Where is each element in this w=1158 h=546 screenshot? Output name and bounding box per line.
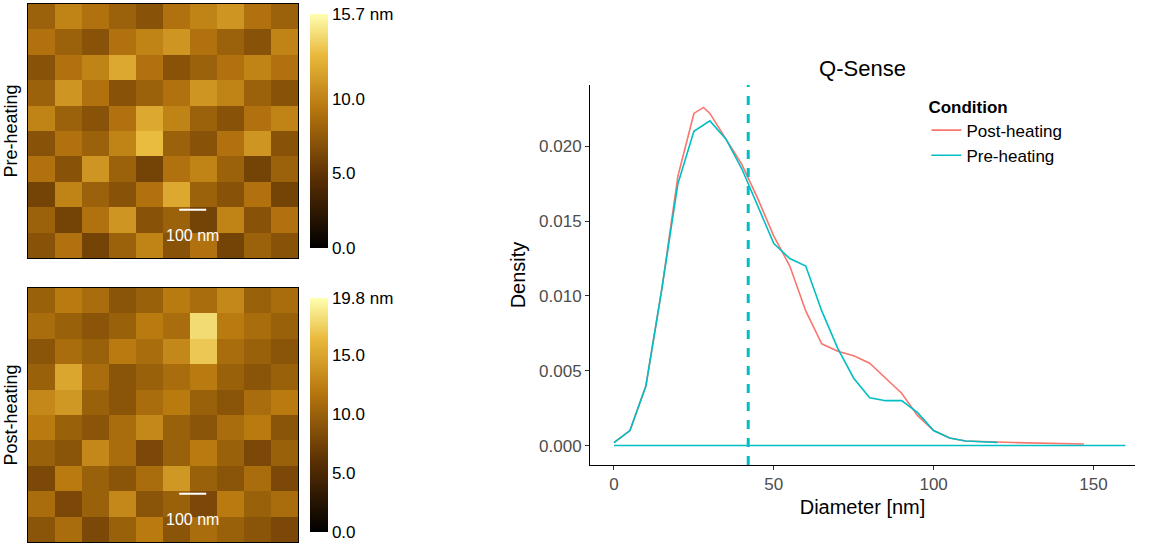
svg-text:100: 100 — [919, 475, 947, 494]
svg-text:15.7 nm: 15.7 nm — [332, 5, 393, 24]
svg-text:100 nm: 100 nm — [166, 227, 219, 244]
svg-text:Pre-heating: Pre-heating — [1, 84, 21, 177]
svg-text:10.0: 10.0 — [332, 90, 365, 109]
svg-text:Condition: Condition — [928, 98, 1007, 117]
svg-text:Post-heating: Post-heating — [1, 364, 21, 465]
svg-text:0.0: 0.0 — [332, 523, 356, 542]
svg-text:Pre-heating: Pre-heating — [966, 147, 1054, 166]
svg-text:10.0: 10.0 — [332, 405, 365, 424]
svg-text:0.020: 0.020 — [539, 137, 582, 156]
svg-text:100 nm: 100 nm — [166, 511, 219, 528]
svg-text:50: 50 — [764, 475, 783, 494]
svg-text:0.010: 0.010 — [539, 287, 582, 306]
svg-text:0.015: 0.015 — [539, 212, 582, 231]
svg-text:Diameter [nm]: Diameter [nm] — [800, 496, 926, 518]
svg-text:0.005: 0.005 — [539, 362, 582, 381]
svg-text:Q-Sense: Q-Sense — [819, 56, 906, 81]
svg-text:0: 0 — [609, 475, 618, 494]
svg-text:19.8 nm: 19.8 nm — [332, 289, 393, 308]
svg-text:Post-heating: Post-heating — [966, 122, 1061, 141]
svg-text:150: 150 — [1079, 475, 1107, 494]
svg-text:15.0: 15.0 — [332, 346, 365, 365]
svg-text:5.0: 5.0 — [332, 164, 356, 183]
svg-text:0.0: 0.0 — [332, 239, 356, 258]
svg-text:Density: Density — [507, 242, 529, 309]
svg-text:5.0: 5.0 — [332, 464, 356, 483]
svg-text:0.000: 0.000 — [539, 437, 582, 456]
